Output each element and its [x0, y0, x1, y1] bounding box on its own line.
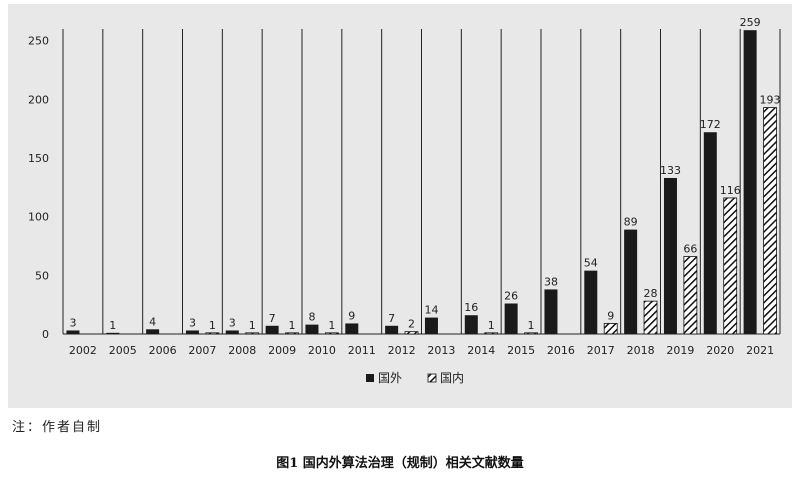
figure-caption: 图1 国内外算法治理（规制）相关文献数量 — [276, 456, 524, 471]
bar-domestic — [404, 331, 419, 335]
y-tick-label: 0 — [42, 328, 49, 341]
legend-swatch-domestic — [427, 373, 437, 383]
data-label-foreign: 7 — [388, 312, 395, 325]
x-tick-label: 2018 — [627, 344, 655, 357]
x-tick-label: 2006 — [149, 344, 177, 357]
x-axis: 2002 2005 2006 2007 2008 2009 2010 2011 2012 2013… — [69, 344, 774, 357]
bar-foreign — [584, 270, 598, 334]
bar-foreign — [345, 323, 359, 334]
y-tick-label: 250 — [28, 35, 49, 48]
legend-label-foreign: 国外 — [378, 371, 402, 385]
bar-foreign — [703, 132, 717, 334]
bar-foreign — [624, 229, 638, 334]
data-label-foreign: 8 — [308, 311, 315, 324]
x-tick-label: 2014 — [467, 344, 495, 357]
data-label-foreign: 14 — [424, 304, 438, 317]
data-label-domestic: 193 — [760, 94, 781, 107]
bar-foreign — [225, 330, 239, 334]
x-tick-label: 2005 — [109, 344, 137, 357]
bar-foreign — [464, 315, 478, 334]
data-label-domestic: 66 — [683, 243, 697, 256]
data-label-domestic: 116 — [720, 184, 741, 197]
y-axis: 0 50 100 150 200 250 — [28, 35, 49, 341]
data-label-domestic: 1 — [209, 319, 216, 332]
data-label-foreign: 3 — [189, 316, 196, 329]
data-label-foreign: 9 — [348, 309, 355, 322]
data-label-foreign: 4 — [149, 315, 156, 328]
y-tick-label: 150 — [28, 152, 49, 165]
data-label-foreign: 1 — [109, 319, 116, 332]
bar-domestic — [324, 332, 339, 335]
bar-domestic — [205, 332, 220, 335]
bar-domestic — [245, 332, 260, 335]
data-label-foreign: 133 — [660, 164, 681, 177]
bar-domestic — [723, 197, 738, 335]
x-tick-label: 2009 — [268, 344, 296, 357]
chart-note: 注：作者自制 — [12, 420, 103, 435]
bar-domestic — [643, 300, 658, 335]
x-tick-label: 2017 — [587, 344, 615, 357]
data-label-foreign: 3 — [69, 316, 76, 329]
y-tick-label: 200 — [28, 93, 49, 106]
data-label-foreign: 172 — [700, 118, 721, 131]
x-tick-label: 2021 — [746, 344, 774, 357]
bar-domestic — [603, 323, 618, 335]
x-tick-label: 2016 — [547, 344, 575, 357]
bar-foreign — [66, 330, 80, 334]
data-label-domestic: 1 — [528, 319, 535, 332]
data-label-domestic: 1 — [289, 319, 296, 332]
gridlines — [62, 29, 781, 335]
data-label-domestic: 2 — [408, 318, 415, 331]
x-tick-label: 2008 — [228, 344, 256, 357]
x-tick-label: 2007 — [188, 344, 216, 357]
bar-foreign — [544, 289, 558, 334]
x-tick-label: 2002 — [69, 344, 97, 357]
legend: 国外 国内 — [366, 371, 464, 385]
data-label-foreign: 259 — [740, 16, 761, 29]
data-label-domestic: 1 — [249, 319, 256, 332]
bar-foreign — [663, 177, 677, 334]
x-tick-label: 2011 — [348, 344, 376, 357]
x-tick-label: 2013 — [427, 344, 455, 357]
data-label-foreign: 7 — [269, 312, 276, 325]
bar-foreign — [106, 332, 120, 334]
bar-foreign — [146, 329, 160, 334]
data-label-foreign: 16 — [464, 301, 478, 314]
x-tick-label: 2015 — [507, 344, 535, 357]
bar-foreign — [265, 325, 279, 334]
bar-foreign — [743, 30, 757, 335]
bar-domestic — [763, 107, 777, 335]
data-label-domestic: 1 — [488, 319, 495, 332]
data-label-domestic: 9 — [607, 309, 614, 322]
data-label-foreign: 3 — [229, 316, 236, 329]
bar-domestic — [524, 332, 538, 335]
legend-swatch-foreign — [366, 374, 374, 382]
legend-label-domestic: 国内 — [440, 371, 464, 385]
bar-domestic — [683, 256, 698, 335]
bars — [66, 30, 777, 335]
data-label-foreign: 38 — [544, 275, 558, 288]
x-tick-label: 2012 — [388, 344, 416, 357]
x-tick-label: 2019 — [666, 344, 694, 357]
bar-foreign — [424, 317, 438, 334]
bar-domestic — [285, 332, 299, 335]
bar-foreign — [385, 325, 399, 334]
data-label-domestic: 1 — [328, 319, 335, 332]
data-label-domestic: 28 — [644, 287, 658, 300]
y-tick-label: 100 — [28, 211, 49, 224]
y-tick-label: 50 — [35, 269, 49, 282]
bar-domestic — [484, 332, 499, 335]
bar-foreign — [504, 303, 518, 334]
x-tick-label: 2020 — [706, 344, 734, 357]
data-label-foreign: 54 — [584, 257, 598, 270]
chart-panel: 0 50 100 150 200 250 3 1 4 3 3 7 8 9 7 14 16 26 38 54 89 133… — [8, 4, 792, 408]
bar-foreign — [305, 324, 319, 334]
data-label-foreign: 26 — [504, 290, 518, 303]
bar-foreign — [185, 330, 199, 334]
data-label-foreign: 89 — [624, 216, 638, 229]
x-tick-label: 2010 — [308, 344, 336, 357]
